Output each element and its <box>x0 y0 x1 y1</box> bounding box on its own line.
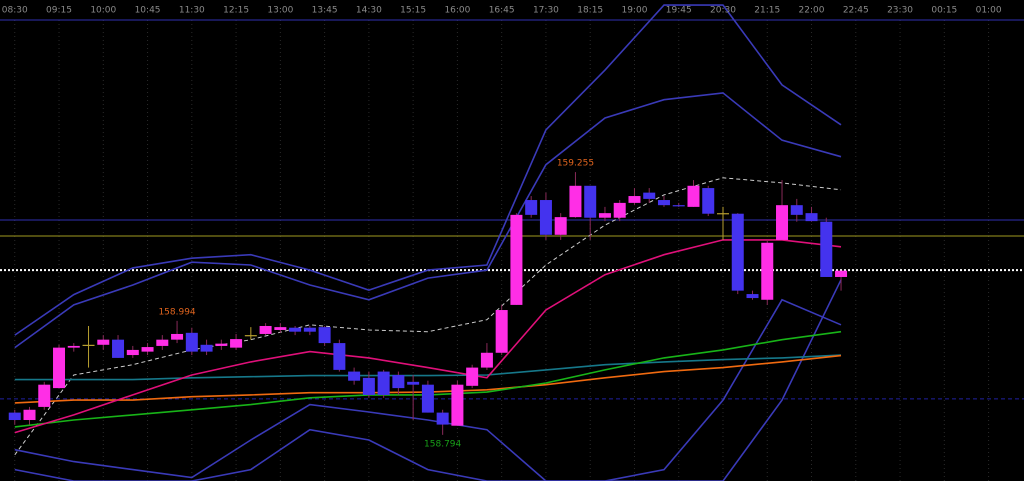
indicator-line <box>14 279 842 481</box>
candle-body <box>407 381 420 385</box>
candle-body <box>259 325 272 334</box>
indicator-line <box>14 298 842 481</box>
x-tick-label: 13:00 <box>267 6 293 16</box>
indicator-line <box>14 239 842 434</box>
candle-body <box>377 371 390 395</box>
candle-body <box>112 339 125 358</box>
x-tick-label: 12:15 <box>223 6 249 16</box>
indicator-line <box>14 92 842 349</box>
candle-body <box>805 213 818 222</box>
candle-body <box>333 343 346 370</box>
candle-body <box>274 327 287 330</box>
indicator-line <box>14 354 842 381</box>
x-tick-label: 22:45 <box>843 6 869 16</box>
price-annotation: 158.994 <box>158 307 195 317</box>
labels: 08:30 09:15 10:00 10:45 11:30 12:15 13:00 13:45… <box>2 6 1002 450</box>
x-tick-label: 08:30 <box>2 6 28 16</box>
candle-body <box>53 347 66 389</box>
candle-body <box>466 367 479 386</box>
candle-body <box>362 377 375 395</box>
candle-body <box>480 352 493 368</box>
candle-body <box>82 344 95 346</box>
x-tick-label: 17:30 <box>533 6 559 16</box>
candle-body <box>657 200 670 206</box>
candle-body <box>141 347 154 352</box>
indicator-line <box>14 177 842 456</box>
candle-body <box>126 349 139 356</box>
x-tick-label: 10:45 <box>135 6 161 16</box>
candle-body <box>510 214 523 305</box>
price-annotation: 159.255 <box>557 159 594 169</box>
candle-body <box>776 205 789 240</box>
x-tick-label: 16:00 <box>444 6 470 16</box>
candle-body <box>185 332 198 352</box>
candle-body <box>687 185 700 207</box>
candle-body <box>716 213 729 215</box>
x-tick-label: 21:15 <box>754 6 780 16</box>
x-tick-label: 19:45 <box>666 6 692 16</box>
candle-body <box>200 344 213 352</box>
candle-body <box>8 412 21 421</box>
candle-body <box>761 242 774 300</box>
candle-body <box>97 339 110 345</box>
candle-body <box>348 371 361 381</box>
x-tick-label: 11:30 <box>179 6 205 16</box>
candle-body <box>392 374 405 389</box>
x-tick-label: 10:00 <box>90 6 116 16</box>
candle-body <box>835 270 848 277</box>
x-tick-label: 00:15 <box>931 6 957 16</box>
candle-body <box>318 327 331 344</box>
candle-body <box>156 339 169 346</box>
candle-body <box>672 205 685 207</box>
candle-body <box>569 185 582 218</box>
candle-body <box>613 202 626 218</box>
x-tick-label: 19:00 <box>621 6 647 16</box>
indicator-line <box>14 4 842 336</box>
candle-body <box>303 327 316 332</box>
x-tick-label: 09:15 <box>46 6 72 16</box>
candle-body <box>820 221 833 277</box>
x-tick-label: 14:30 <box>356 6 382 16</box>
candle-body <box>554 217 567 235</box>
x-tick-label: 13:45 <box>312 6 338 16</box>
candle-body <box>215 343 228 346</box>
price-annotation: 158.794 <box>424 439 461 449</box>
candle-body <box>628 196 641 203</box>
candle-body <box>67 345 80 348</box>
candle-body <box>451 384 464 426</box>
candle-body <box>289 327 302 332</box>
x-tick-label: 15:15 <box>400 6 426 16</box>
x-tick-label: 22:00 <box>799 6 825 16</box>
candle-body <box>643 192 656 199</box>
candle-body <box>495 310 508 353</box>
x-tick-label: 16:45 <box>489 6 515 16</box>
candle-body <box>230 339 243 348</box>
candle-body <box>731 213 744 291</box>
candle-body <box>539 200 552 235</box>
candle-body <box>244 335 257 337</box>
candle-body <box>584 185 597 218</box>
candle-body <box>525 200 538 215</box>
candle-body <box>598 213 611 218</box>
candle-body <box>171 333 184 340</box>
candle-body <box>790 205 803 215</box>
candles <box>8 172 848 435</box>
candle-body <box>23 409 36 421</box>
candle-body <box>702 188 715 214</box>
candle-body <box>746 294 759 299</box>
x-tick-label: 18:15 <box>577 6 603 16</box>
candle-body <box>38 384 51 407</box>
candle-body <box>436 412 449 425</box>
x-tick-label: 23:30 <box>887 6 913 16</box>
x-tick-label: 01:00 <box>976 6 1002 16</box>
x-tick-label: 20:30 <box>710 6 736 16</box>
candle-body <box>421 384 434 413</box>
